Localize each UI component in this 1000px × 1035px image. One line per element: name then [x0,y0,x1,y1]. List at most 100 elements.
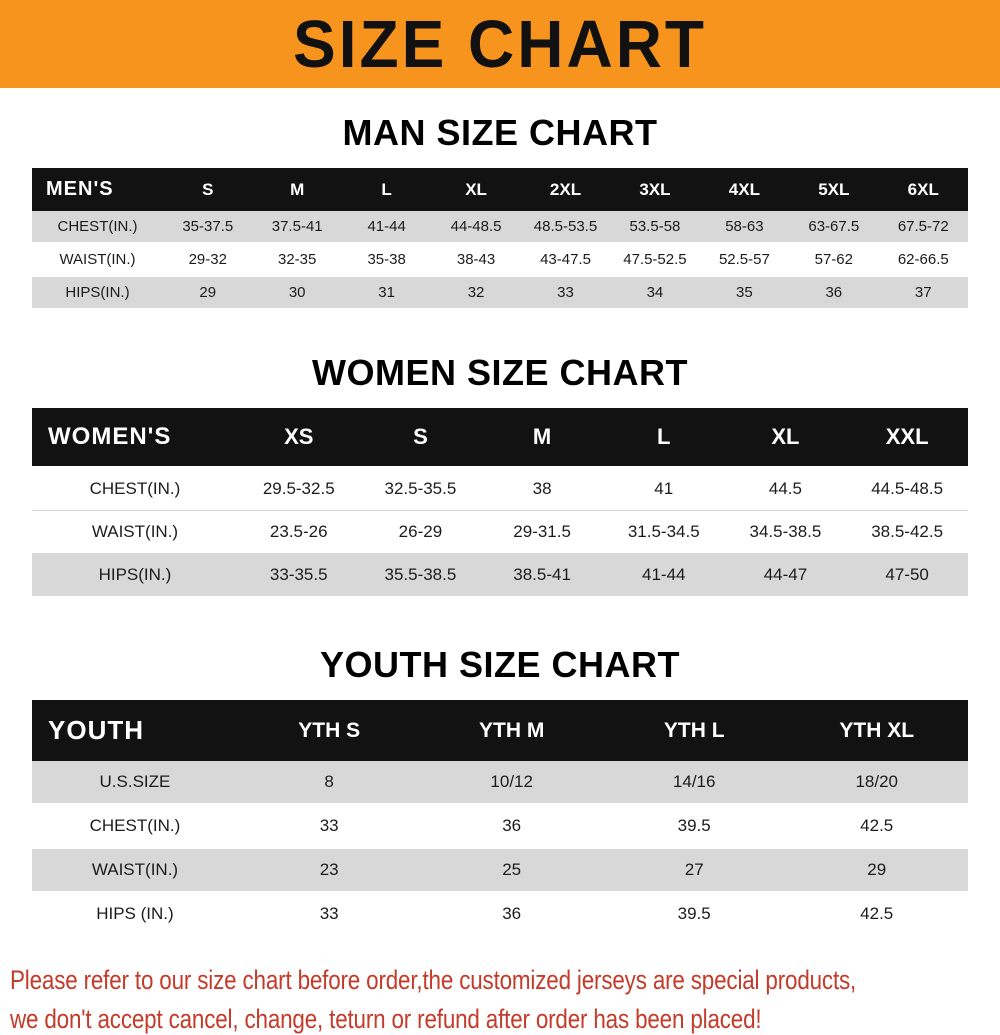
size-value-cell: 62-66.5 [897,251,949,268]
table-row: CHEST(IN.) 29.5-32.5 32.5-35.5 38 41 44.5 44.5… [32,467,968,511]
size-value-cell: 23 [319,860,339,879]
man-size-section: MAN SIZE CHART MEN'S S M L XL 2XL 3XL 4XL 5XL 6XL… [0,112,1000,310]
size-value-cell: 39.5 [677,816,711,835]
size-column-header: XXL [846,408,968,467]
size-value-cell: 30 [288,284,306,301]
size-value-cell: 38-43 [456,251,496,268]
women-size-table: WOMEN'S XS S M L XL XXL CHEST(IN.) 29.5-32.5 32.5… [32,408,968,596]
row-label: CHEST(IN.) [57,218,138,235]
size-value-cell: 52.5-57 [718,251,770,268]
youth-size-heading: YOUTH SIZE CHART [319,644,680,685]
table-row: WAIST(IN.) 23 25 27 29 [32,848,968,892]
size-value-cell: 42.5 [860,816,894,835]
size-column-header: YTH S [237,700,421,761]
size-value-cell: 14/16 [672,772,716,791]
size-value-cell: 35-37.5 [182,218,234,235]
size-column-header: M [481,408,603,467]
table-row: U.S.SIZE 8 10/12 14/16 18/20 [32,761,968,804]
size-value-cell: 48.5-53.5 [533,218,598,235]
size-value-cell: 38.5-42.5 [871,522,944,541]
women-size-section: WOMEN SIZE CHART WOMEN'S XS S M L XL XXL CHEST(… [0,352,1000,596]
size-column-header: M [252,168,342,211]
size-value-cell: 32 [467,284,485,301]
size-value-cell: 34 [646,284,664,301]
size-value-cell: 8 [324,772,334,791]
table-row: HIPS (IN.) 33 36 39.5 42.5 [32,892,968,936]
size-value-cell: 43-47.5 [540,251,591,268]
size-value-cell: 29.5-32.5 [262,479,335,498]
size-value-cell: 44.5 [768,479,802,498]
size-value-cell: 33 [319,904,339,923]
youth-size-table: YOUTH YTH S YTH M YTH L YTH XL U.S.SIZE 8 10/12… [32,700,968,937]
size-value-cell: 53.5-58 [629,218,681,235]
size-value-cell: 36 [502,904,522,923]
table-header-row: YOUTH YTH S YTH M YTH L YTH XL [32,700,968,761]
size-value-cell: 32-35 [278,251,317,268]
size-value-cell: 29 [867,860,887,879]
size-value-cell: 35 [736,284,753,301]
table-title-cell: MEN'S [32,168,164,211]
size-value-cell: 29 [199,284,217,301]
size-value-cell: 38 [532,479,552,498]
size-value-cell: 31 [378,284,395,301]
table-row: HIPS(IN.) 33-35.5 35.5-38.5 38.5-41 41-44 44-… [32,553,968,596]
man-size-heading: MAN SIZE CHART [342,112,658,153]
size-value-cell: 57-62 [814,251,853,268]
order-notice: Please refer to our size chart before or… [10,965,990,1035]
size-column-header: XL [724,408,847,467]
table-row: WAIST(IN.) 29-32 32-35 35-38 38-43 43-47.5 47.… [32,243,968,276]
size-column-header: 6XL [878,168,968,211]
size-column-header: XS [237,408,360,467]
size-value-cell: 26-29 [398,522,443,541]
size-column-header: YTH L [602,700,786,761]
size-value-cell: 36 [502,816,522,835]
row-label: HIPS(IN.) [65,284,130,301]
size-value-cell: 27 [684,860,704,879]
row-label: CHEST(IN.) [89,816,181,835]
banner: SIZE CHART [0,0,1000,88]
size-column-header: S [163,168,253,211]
youth-size-section: YOUTH SIZE CHART YOUTH YTH S YTH M YTH L YTH… [0,644,1000,937]
notice-line-2: we don't accept cancel, change, teturn o… [10,1004,762,1034]
table-header-row: MEN'S S M L XL 2XL 3XL 4XL 5XL 6XL [32,168,968,211]
size-value-cell: 38.5-41 [513,565,571,584]
row-label: CHEST(IN.) [89,479,181,498]
table-row: HIPS(IN.) 29 30 31 32 33 34 35 36 37 [32,276,968,309]
size-value-cell: 41-44 [642,565,686,584]
size-value-cell: 33-35.5 [269,565,328,584]
size-column-header: 4XL [699,168,790,211]
row-label: U.S.SIZE [99,772,171,791]
table-row: CHEST(IN.) 35-37.5 37.5-41 41-44 44-48.5 48.5… [32,211,968,243]
size-value-cell: 23.5-26 [269,522,328,541]
row-label: HIPS (IN.) [96,904,174,923]
row-label: WAIST(IN.) [91,522,179,541]
size-column-header: YTH XL [785,700,968,761]
size-column-header: 2XL [520,168,611,211]
size-value-cell: 42.5 [860,904,894,923]
table-header-row: WOMEN'S XS S M L XL XXL [32,408,968,467]
size-value-cell: 41 [654,479,674,498]
size-column-header: YTH M [420,700,603,761]
row-label: HIPS(IN.) [98,565,172,584]
size-value-cell: 47.5-52.5 [623,251,687,268]
table-title-cell: WOMEN'S [32,408,238,467]
row-label: WAIST(IN.) [91,860,179,879]
size-value-cell: 33 [319,816,339,835]
size-value-cell: 44-47 [763,565,808,584]
size-value-cell: 29-32 [188,251,227,268]
poster-title: SIZE CHART [293,6,707,82]
size-value-cell: 37.5-41 [271,218,323,235]
size-value-cell: 67.5-72 [897,218,949,235]
size-value-cell: 63-67.5 [808,218,860,235]
size-value-cell: 35-38 [367,251,406,268]
size-value-cell: 35.5-38.5 [384,565,457,584]
size-value-cell: 33 [557,284,574,301]
size-value-cell: 47-50 [885,565,929,584]
size-value-cell: 41-44 [367,218,406,235]
size-column-header: XL [431,168,521,211]
size-value-cell: 36 [825,284,843,301]
size-value-cell: 31.5-34.5 [627,522,700,541]
size-value-cell: 44-48.5 [450,218,502,235]
table-title-cell: YOUTH [32,700,238,761]
